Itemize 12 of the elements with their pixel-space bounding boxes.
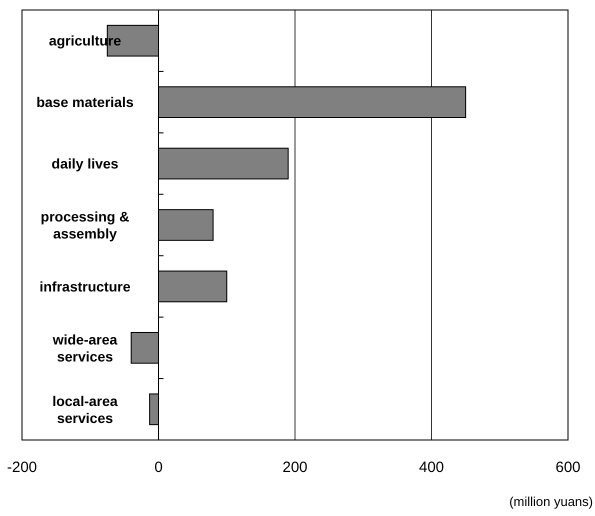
y-tick-label: local-area services	[52, 392, 118, 426]
x-axis-title: (million yuans)	[509, 494, 593, 509]
x-tick-label: 400	[418, 459, 444, 476]
x-tick-label: 600	[555, 459, 581, 476]
y-tick-label: processing & assembly	[40, 208, 130, 242]
y-tick-label: daily lives	[52, 156, 119, 172]
x-tick-label: 0	[154, 459, 163, 476]
x-tick-label: -200	[6, 459, 38, 476]
y-tick-label: wide-area services	[52, 331, 118, 364]
x-tick-label: 200	[282, 459, 308, 476]
y-tick-label: base materials	[36, 94, 134, 110]
y-tick-label: infrastructure	[39, 278, 131, 294]
